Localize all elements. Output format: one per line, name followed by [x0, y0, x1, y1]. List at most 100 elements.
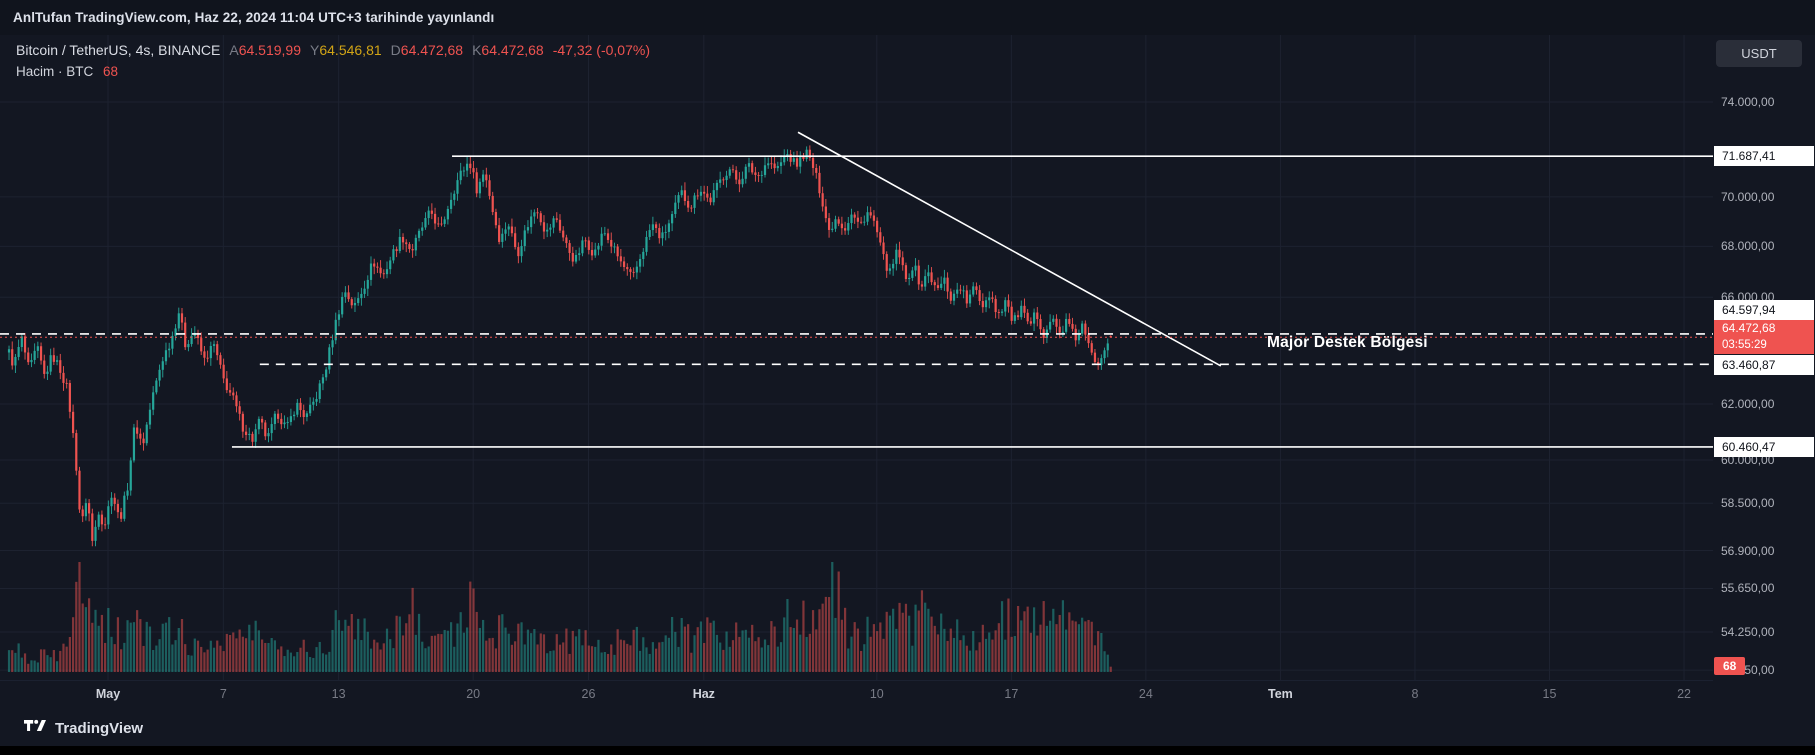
- volume-bar: [1029, 632, 1032, 672]
- candle-body: [30, 359, 33, 363]
- candle-body: [433, 213, 437, 224]
- volume-bar: [1045, 625, 1048, 672]
- volume-bar: [49, 657, 52, 672]
- candle-body: [722, 179, 725, 181]
- volume-bar: [283, 656, 286, 672]
- candle-body: [55, 360, 59, 362]
- volume-bar: [449, 622, 453, 672]
- candle-body: [808, 149, 811, 158]
- volume-bar: [264, 642, 267, 672]
- candle-body: [501, 233, 504, 242]
- candle-body: [504, 229, 507, 234]
- candle-body: [232, 392, 235, 396]
- volume-bar: [222, 651, 225, 672]
- candle-body: [347, 292, 350, 300]
- volume-bar: [744, 629, 747, 672]
- candle-body: [587, 240, 590, 250]
- candle-body: [437, 223, 440, 225]
- volume-bar: [1055, 624, 1058, 672]
- candle-body: [1013, 315, 1016, 321]
- candle-body: [177, 313, 180, 329]
- candle-body: [920, 284, 924, 287]
- volume-bar: [456, 623, 459, 672]
- volume-bar: [683, 626, 687, 672]
- volume-label[interactable]: Hacim · BTC: [16, 64, 94, 79]
- volume-bar: [664, 635, 667, 672]
- candle-body: [562, 230, 565, 238]
- candle-body: [683, 190, 687, 201]
- volume-bar: [116, 617, 120, 672]
- volume-bar: [972, 631, 975, 672]
- candle-body: [318, 383, 321, 399]
- volume-bar: [1020, 620, 1023, 672]
- volume-bar: [84, 607, 87, 672]
- candle-body: [11, 349, 14, 366]
- volume-bar: [632, 629, 635, 672]
- volume-bar: [155, 645, 158, 672]
- ohlc-close-value: 64.472,68: [481, 42, 544, 58]
- descending-trendline[interactable]: [797, 131, 1222, 367]
- volume-bar: [514, 641, 517, 672]
- volume-bar: [14, 652, 17, 672]
- candle-body: [379, 267, 382, 274]
- candle-body: [523, 230, 526, 247]
- volume-bar: [853, 622, 856, 672]
- volume-bar: [539, 633, 542, 672]
- volume-bar: [100, 614, 104, 672]
- candle-body: [968, 294, 972, 304]
- candle-body: [767, 163, 770, 166]
- candle-body: [507, 226, 510, 230]
- volume-bar: [706, 617, 709, 672]
- volume-bar: [779, 642, 783, 672]
- symbol-title[interactable]: Bitcoin / TetherUS, 4s, BINANCE: [16, 42, 221, 58]
- candle-body: [129, 460, 132, 491]
- currency-toggle-button[interactable]: USDT: [1716, 40, 1802, 67]
- volume-bar: [1097, 631, 1100, 672]
- volume-bar: [597, 639, 600, 672]
- candle-body: [136, 427, 139, 434]
- candle-body: [1020, 305, 1023, 318]
- candle-body: [1071, 323, 1074, 329]
- tradingview-brand[interactable]: TradingView: [55, 719, 144, 737]
- volume-bar: [20, 657, 23, 672]
- volume-bar: [911, 645, 914, 672]
- volume-bar: [244, 638, 248, 672]
- volume-bar: [382, 643, 385, 672]
- candle-body: [417, 230, 421, 238]
- volume-bar: [962, 635, 965, 672]
- volume-bar: [635, 626, 638, 672]
- volume-bar: [360, 640, 363, 672]
- candle-body: [84, 503, 87, 517]
- volume-bar: [927, 608, 930, 672]
- price-level-label: 60.460,47: [1714, 436, 1814, 457]
- volume-bar: [145, 621, 148, 672]
- candle-body: [337, 314, 341, 320]
- volume-bar: [981, 624, 984, 672]
- volume-bar: [81, 603, 84, 672]
- candle-body: [462, 170, 465, 172]
- candle-body: [674, 202, 677, 215]
- volume-bar: [869, 636, 872, 672]
- candle-body: [994, 298, 997, 313]
- candle-body: [1007, 300, 1010, 307]
- volume-bar: [417, 613, 421, 672]
- volume-bar: [1103, 651, 1106, 672]
- candle-body: [395, 249, 398, 252]
- time-axis[interactable]: May 7 13 20 26 Haz 10 17 24 Tem 8 15 22: [0, 680, 1713, 712]
- volume-bar: [257, 630, 260, 672]
- candle-body: [520, 246, 523, 257]
- volume-bar: [398, 616, 401, 672]
- tradingview-logo-icon[interactable]: [24, 718, 46, 738]
- volume-value: 68: [103, 64, 119, 79]
- candle-body: [1026, 312, 1029, 322]
- volume-bar: [696, 627, 699, 672]
- candle-body: [581, 240, 584, 254]
- volume-bar: [126, 620, 129, 672]
- time-tick-label: 13: [331, 687, 346, 701]
- volume-bar: [1077, 624, 1081, 672]
- price-axis[interactable]: 74.000,00 70.000,00 68.000,00 66.000,00 62.0…: [1713, 0, 1815, 755]
- volume-bar: [712, 620, 715, 672]
- candle-body: [619, 256, 622, 262]
- candle-body: [1016, 315, 1020, 318]
